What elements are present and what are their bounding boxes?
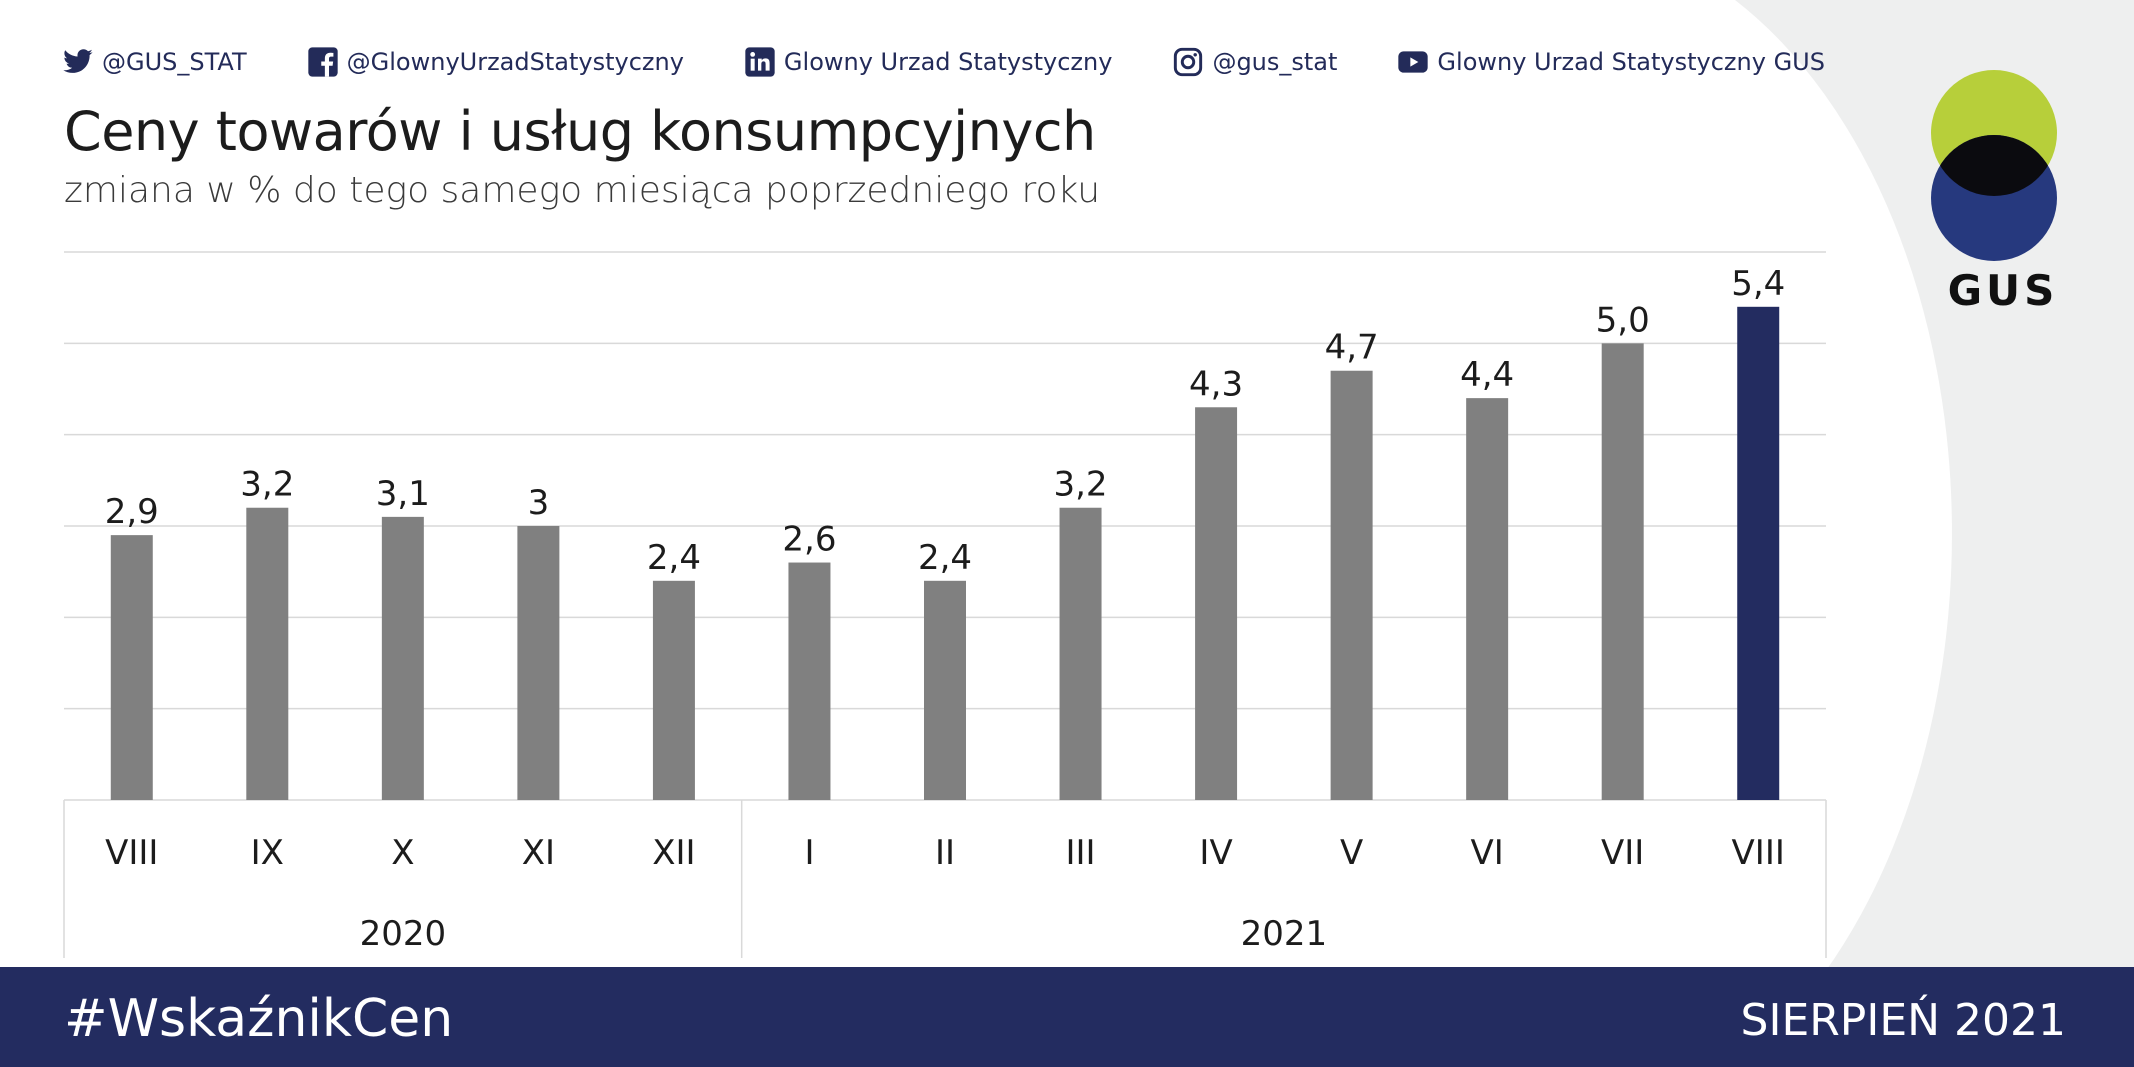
social-instagram[interactable]: @gus_stat bbox=[1172, 46, 1337, 78]
tick-label: VI bbox=[1471, 833, 1504, 873]
bar bbox=[1737, 306, 1780, 800]
social-youtube[interactable]: Glowny Urzad Statystyczny GUS bbox=[1397, 46, 1825, 78]
bar bbox=[1466, 398, 1509, 800]
social-label: @GUS_STAT bbox=[102, 48, 247, 76]
bar bbox=[1195, 407, 1238, 800]
data-label: 4,4 bbox=[1460, 355, 1514, 395]
chart-title: Ceny towarów i usług konsumpcyjnych bbox=[64, 100, 1096, 163]
instagram-icon bbox=[1174, 47, 1203, 77]
gus-logo-icon bbox=[1931, 70, 2057, 261]
social-label: @gus_stat bbox=[1212, 48, 1338, 76]
tick-label: IV bbox=[1199, 833, 1232, 873]
facebook-icon bbox=[307, 47, 338, 77]
tick-label: X bbox=[391, 833, 414, 873]
social-label: Glowny Urzad Statystyczny bbox=[783, 48, 1113, 76]
tick-label: XI bbox=[522, 833, 555, 873]
bar bbox=[652, 580, 695, 800]
bar bbox=[1330, 370, 1373, 800]
tick-label: III bbox=[1065, 833, 1095, 873]
bar bbox=[110, 535, 153, 800]
tick-label: IX bbox=[251, 833, 284, 873]
logo-text: GUS bbox=[1947, 266, 2059, 315]
tick-label: XII bbox=[652, 833, 695, 873]
tick-label: I bbox=[804, 833, 814, 873]
bar bbox=[788, 562, 831, 800]
data-label: 3 bbox=[528, 483, 550, 523]
social-bar: @GUS_STAT @GlownyUrzadStatystyczny Glown… bbox=[62, 44, 1885, 80]
social-twitter[interactable]: @GUS_STAT bbox=[62, 46, 247, 78]
data-label: 3,2 bbox=[1053, 465, 1107, 505]
linkedin-icon bbox=[745, 47, 775, 77]
data-label: 4,3 bbox=[1189, 364, 1243, 404]
data-label: 4,7 bbox=[1325, 328, 1379, 368]
group-label: 2020 bbox=[360, 914, 447, 954]
bar bbox=[246, 507, 289, 800]
tick-label: VIII bbox=[1732, 833, 1785, 873]
bar bbox=[924, 580, 966, 800]
tick-label: V bbox=[1340, 833, 1363, 873]
tick-label: VII bbox=[1601, 833, 1644, 873]
footer-bar: #WskaźnikCen SIERPIEŃ 2021 bbox=[0, 967, 2134, 1067]
social-facebook[interactable]: @GlownyUrzadStatystyczny bbox=[307, 46, 684, 78]
tick-label: VIII bbox=[105, 833, 158, 873]
data-label: 5,4 bbox=[1731, 264, 1785, 304]
period-label: SIERPIEŃ 2021 bbox=[1740, 995, 2066, 1046]
data-label: 2,4 bbox=[647, 538, 701, 578]
social-linkedin[interactable]: Glowny Urzad Statystyczny bbox=[744, 46, 1113, 78]
bar bbox=[517, 526, 560, 800]
bar bbox=[1601, 343, 1644, 800]
youtube-icon bbox=[1398, 51, 1429, 73]
hashtag-label[interactable]: #WskaźnikCen bbox=[64, 989, 454, 1049]
data-label: 2,6 bbox=[782, 520, 836, 560]
tick-label: II bbox=[935, 833, 955, 873]
data-label: 3,1 bbox=[376, 474, 430, 514]
data-label: 2,4 bbox=[918, 538, 972, 578]
social-label: Glowny Urzad Statystyczny GUS bbox=[1437, 48, 1825, 76]
data-label: 3,2 bbox=[240, 465, 294, 505]
group-label: 2021 bbox=[1241, 914, 1328, 954]
data-label: 2,9 bbox=[105, 492, 159, 532]
social-label: @GlownyUrzadStatystyczny bbox=[346, 48, 684, 76]
chart-subtitle: zmiana w % do tego samego miesiąca poprz… bbox=[64, 170, 1101, 211]
bar bbox=[1059, 507, 1102, 800]
bar bbox=[381, 516, 424, 800]
data-label: 5,0 bbox=[1596, 300, 1650, 340]
twitter-icon bbox=[63, 49, 93, 73]
